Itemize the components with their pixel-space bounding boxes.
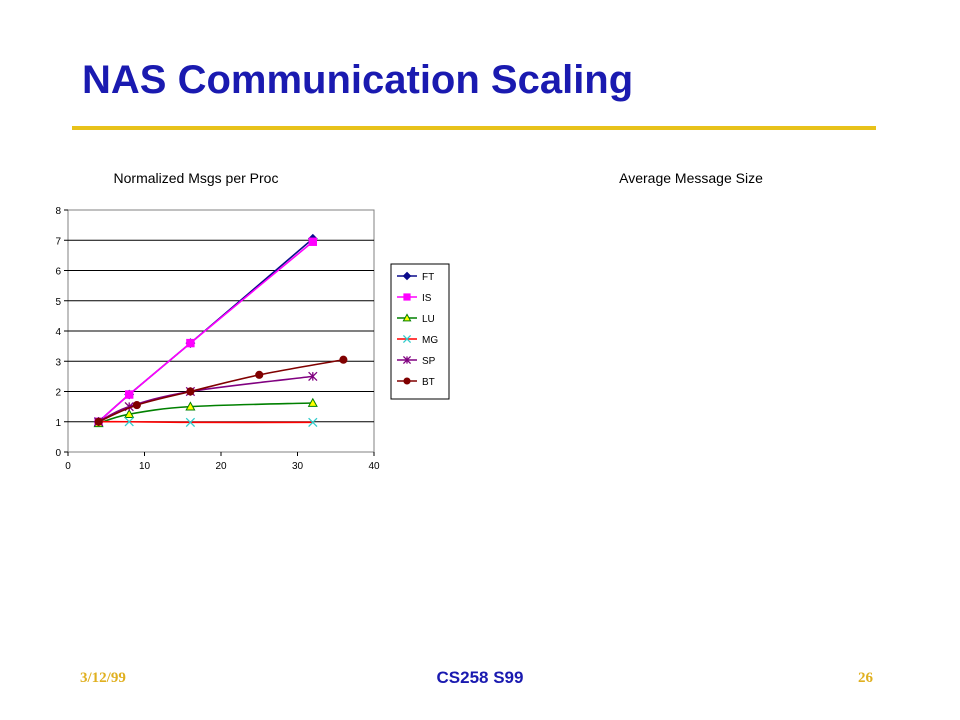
- data-point-lu: [185, 401, 196, 411]
- footer-date: 3/12/99: [80, 670, 126, 686]
- y-tick-label: 2: [55, 388, 61, 399]
- y-tick-label: 0: [55, 448, 61, 459]
- data-point-lu: [124, 408, 135, 419]
- x-tick-label: 20: [215, 461, 227, 472]
- slide-title: NAS Communication Scaling: [82, 58, 634, 102]
- y-tick-label: 7: [55, 236, 61, 247]
- data-point-bt: [94, 417, 103, 426]
- y-tick-label: 3: [55, 357, 61, 368]
- legend-marker-bt: [403, 377, 411, 385]
- data-point-mg: [308, 417, 318, 428]
- data-point-lu: [307, 397, 318, 407]
- legend-marker-lu: [402, 313, 412, 322]
- title-rule: [72, 126, 876, 130]
- legend-box: [390, 263, 450, 400]
- legend-marker-ft: [402, 271, 412, 281]
- footer-course: CS258 S99: [436, 668, 524, 687]
- y-tick-label: 4: [55, 327, 61, 338]
- legend-label-is: IS: [422, 293, 432, 304]
- series-line-sp: [98, 375, 313, 423]
- data-point-mg: [124, 417, 134, 427]
- legend-label-mg: MG: [422, 335, 438, 346]
- legend-marker-is: [403, 293, 411, 301]
- data-point-is: [186, 338, 195, 348]
- data-point-is: [308, 237, 318, 246]
- data-point-bt: [132, 401, 141, 410]
- legend-marker-sp: [402, 355, 412, 365]
- series-line-is: [98, 241, 314, 423]
- y-tick-label: 1: [55, 418, 61, 429]
- legend-label-sp: SP: [422, 356, 436, 367]
- legend-label-lu: LU: [422, 314, 435, 325]
- data-point-is: [125, 390, 134, 399]
- data-point-mg: [185, 417, 196, 428]
- data-point-bt: [186, 387, 195, 396]
- data-point-bt: [255, 370, 264, 379]
- y-tick-label: 8: [55, 206, 61, 217]
- x-tick-label: 40: [368, 461, 380, 472]
- page-number: 26: [858, 670, 873, 686]
- x-tick-label: 0: [65, 461, 71, 472]
- x-tick-label: 30: [292, 461, 304, 472]
- data-point-bt: [339, 355, 348, 364]
- x-tick-label: 10: [139, 461, 151, 472]
- legend-label-bt: BT: [422, 377, 435, 388]
- data-point-sp: [308, 371, 318, 382]
- series-line-lu: [98, 402, 313, 425]
- y-tick-label: 6: [55, 267, 61, 278]
- chart-title: Average Message Size: [619, 170, 763, 186]
- legend-label-ft: FT: [422, 272, 434, 283]
- chart-title: Normalized Msgs per Proc: [114, 170, 279, 186]
- y-tick-label: 5: [55, 297, 61, 308]
- chart-average-message-size: Average Message Size: [619, 170, 763, 186]
- chart-normalized-msgs: Normalized Msgs per Proc 0 1 2 3 4 5 6 7 8 0 10 20 30…: [55, 170, 450, 472]
- series-line-mg: [98, 420, 313, 424]
- legend-marker-mg: [402, 334, 412, 344]
